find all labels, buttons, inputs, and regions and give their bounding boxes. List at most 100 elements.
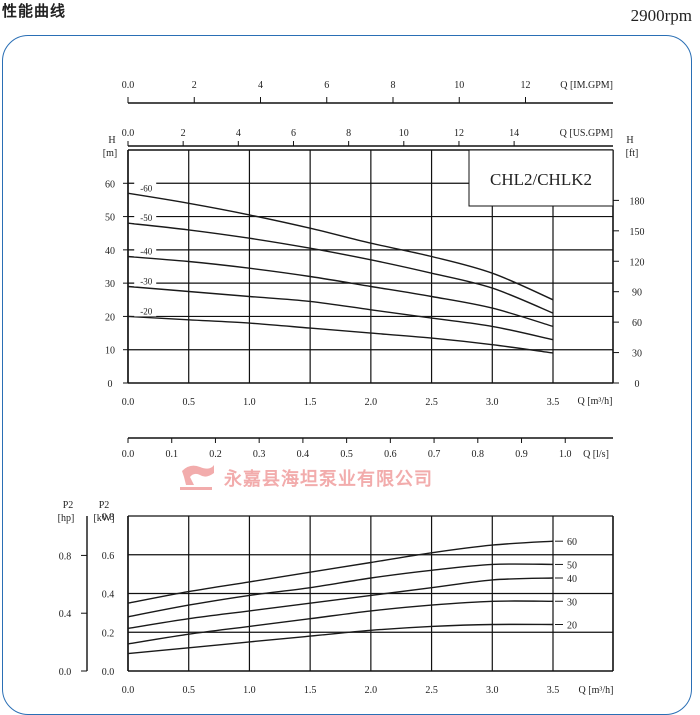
head-x-tick-label: 1.0 (243, 397, 256, 408)
head-right-axis-unit: [ft] (626, 148, 639, 159)
power-x-axis-label: Q [m³/h] (579, 685, 614, 696)
head-x-tick-label: 0.0 (122, 397, 135, 408)
power-kw-tick-label: 0.8 (102, 512, 115, 523)
im-gpm-tick-label: 10 (454, 80, 464, 91)
us-gpm-tick-label: 4 (236, 128, 241, 139)
watermark-logo-icon (180, 465, 214, 490)
ls-tick-label: 0.0 (122, 449, 135, 460)
head-curve-50 (127, 222, 554, 314)
ls-tick-label: 1.0 (559, 449, 572, 460)
head-curve-40 (127, 255, 554, 328)
power-curve-40 (127, 577, 554, 630)
power-curve-label: 60 (567, 537, 577, 548)
im-gpm-tick-label: 6 (324, 80, 329, 91)
power-curve-label: 20 (567, 621, 577, 632)
power-x-tick-label: 3.0 (486, 685, 499, 696)
head-y-axis-unit: [m] (103, 148, 117, 159)
ls-tick-label: 0.8 (472, 449, 485, 460)
head-right-tick-label: 30 (632, 349, 642, 360)
power-curve-60 (127, 540, 554, 604)
head-y-axis-label: H (108, 135, 115, 146)
power-x-tick-label: 0.0 (122, 685, 135, 696)
head-y-tick-label: 0 (108, 379, 113, 390)
power-curve-50 (127, 563, 554, 618)
power-hp-tick-label: 0.4 (59, 609, 72, 620)
ls-tick-label: 0.5 (340, 449, 353, 460)
ls-tick-label: 0.9 (515, 449, 528, 460)
power-x-tick-label: 3.5 (547, 685, 560, 696)
head-right-tick-label: 150 (630, 227, 645, 238)
head-right-tick-label: 120 (630, 257, 645, 268)
ls-tick-label: 0.1 (165, 449, 178, 460)
us-gpm-tick-label: 14 (509, 128, 519, 139)
power-x-tick-label: 0.5 (182, 685, 195, 696)
performance-chart: 0.0 2 4 6 8 10 12 Q [IM.GPM] 0.0 2 4 6 8 10 12 14 Q [US.… (58, 80, 645, 696)
im-gpm-axis-label: Q [IM.GPM] (560, 80, 613, 91)
head-curve-60 (127, 192, 554, 301)
head-right-axis-label: H (626, 135, 633, 146)
head-right-tick-label: 0 (635, 379, 640, 390)
head-x-tick-label: 0.5 (182, 397, 195, 408)
us-gpm-tick-label: 10 (399, 128, 409, 139)
head-x-tick-label: 2.5 (425, 397, 438, 408)
head-y-tick-label: 20 (105, 312, 115, 323)
power-kw-axis-label: P2 (99, 500, 110, 511)
head-curve-label-bg (134, 182, 157, 194)
head-y-tick-label: 60 (105, 179, 115, 190)
head-x-tick-label: 2.0 (365, 397, 378, 408)
power-curve-30 (127, 600, 554, 645)
power-x-tick-label: 2.5 (425, 685, 438, 696)
head-y-tick-label: 40 (105, 246, 115, 257)
head-right-tick-label: 90 (632, 288, 642, 299)
head-x-tick-label: 1.5 (304, 397, 317, 408)
im-gpm-tick-label: 8 (391, 80, 396, 91)
ls-axis-label: Q [l/s] (583, 449, 609, 460)
us-gpm-tick-label: 2 (181, 128, 186, 139)
ls-tick-label: 0.7 (428, 449, 441, 460)
head-curve-label: -50 (140, 213, 152, 223)
power-curve-label: 40 (567, 574, 577, 585)
power-x-tick-label: 1.0 (243, 685, 256, 696)
model-title-box (468, 149, 614, 207)
page-title: 性能曲线 (2, 2, 67, 20)
rpm-label: 2900rpm (630, 6, 692, 25)
im-gpm-tick-label: 0.0 (122, 80, 135, 91)
us-gpm-tick-label: 8 (346, 128, 351, 139)
head-curve-20 (127, 315, 554, 354)
us-gpm-tick-label: 0.0 (122, 128, 135, 139)
power-x-tick-label: 2.0 (365, 685, 378, 696)
im-gpm-tick-label: 2 (192, 80, 197, 91)
watermark-text: 永嘉县海坦泵业有限公司 (224, 469, 433, 490)
head-curve-label: -60 (140, 183, 152, 193)
us-gpm-tick-label: 6 (291, 128, 296, 139)
us-gpm-axis-label: Q [US.GPM] (560, 128, 613, 139)
us-gpm-tick-label: 12 (454, 128, 464, 139)
head-x-tick-label: 3.0 (486, 397, 499, 408)
power-x-tick-label: 1.5 (304, 685, 317, 696)
im-gpm-tick-label: 12 (521, 80, 531, 91)
head-curve-label: -20 (140, 306, 152, 316)
power-curve-20 (127, 623, 554, 655)
head-curve-30 (127, 285, 554, 341)
watermark: 永嘉县海坦泵业有限公司 (176, 461, 506, 497)
power-kw-tick-label: 0.2 (102, 628, 115, 639)
ls-tick-label: 0.4 (297, 449, 310, 460)
head-y-tick-label: 30 (105, 279, 115, 290)
power-curve-label: 50 (567, 560, 577, 571)
head-curve-label-bg (134, 305, 157, 317)
power-kw-tick-label: 0.0 (102, 667, 115, 678)
power-hp-axis-unit: [hp] (58, 513, 75, 524)
head-y-tick-label: 50 (105, 213, 115, 224)
im-gpm-tick-label: 4 (258, 80, 263, 91)
head-curve-label-bg (134, 275, 157, 287)
head-curve-label: -30 (140, 276, 152, 286)
ls-tick-label: 0.2 (209, 449, 222, 460)
ls-tick-label: 0.6 (384, 449, 397, 460)
head-y-tick-label: 10 (105, 346, 115, 357)
model-title: CHL2/CHLK2 (490, 170, 592, 189)
head-curve-label-bg (134, 212, 157, 224)
head-right-tick-label: 180 (630, 196, 645, 207)
power-kw-tick-label: 0.4 (102, 590, 115, 601)
head-curve-label-bg (134, 245, 157, 257)
head-curve-label: -40 (140, 247, 152, 257)
